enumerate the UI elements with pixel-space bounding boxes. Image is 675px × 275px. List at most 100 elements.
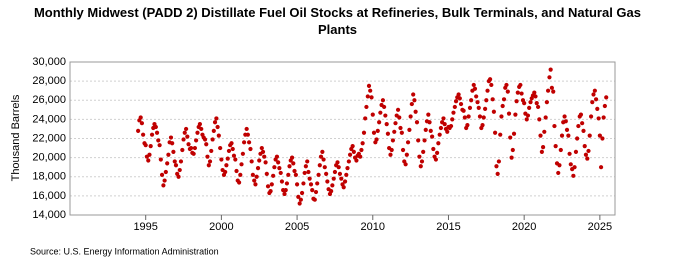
data-point xyxy=(205,154,210,159)
data-point xyxy=(332,169,338,175)
data-point xyxy=(602,103,607,109)
data-point xyxy=(254,174,259,179)
data-point xyxy=(284,181,290,186)
data-point xyxy=(384,122,389,127)
data-point xyxy=(416,138,421,143)
data-point xyxy=(139,121,145,126)
data-point xyxy=(255,166,261,171)
data-point xyxy=(282,191,287,197)
data-point xyxy=(476,105,481,110)
data-point xyxy=(551,89,556,94)
data-point xyxy=(149,132,155,137)
data-point xyxy=(496,159,501,164)
data-point xyxy=(504,82,509,88)
data-point xyxy=(237,180,242,185)
data-point xyxy=(519,91,524,96)
data-point xyxy=(178,159,184,164)
data-point xyxy=(559,133,565,138)
data-point xyxy=(514,99,519,104)
y-tick-label: 14,000 xyxy=(32,209,66,221)
data-point xyxy=(331,176,336,181)
data-point xyxy=(475,100,480,105)
data-point xyxy=(494,164,499,169)
data-point xyxy=(231,153,237,158)
data-point xyxy=(563,119,568,124)
data-point xyxy=(411,92,416,97)
data-point xyxy=(264,171,269,176)
data-point xyxy=(382,104,387,110)
y-tick-label: 24,000 xyxy=(32,113,66,125)
data-point xyxy=(211,128,216,133)
y-tick-label: 16,000 xyxy=(32,190,66,202)
data-point xyxy=(207,159,213,164)
data-point xyxy=(339,176,344,181)
data-point xyxy=(592,88,597,93)
data-point xyxy=(412,98,417,103)
data-point xyxy=(289,155,295,160)
data-point xyxy=(361,130,367,135)
data-point xyxy=(558,147,563,153)
data-point xyxy=(278,170,283,176)
data-point xyxy=(204,142,209,147)
data-point xyxy=(397,115,402,120)
data-point xyxy=(176,174,181,179)
data-point xyxy=(538,133,543,138)
data-point xyxy=(283,188,288,193)
data-point xyxy=(452,104,457,110)
data-point xyxy=(274,154,280,159)
data-point xyxy=(595,106,600,111)
data-point xyxy=(585,156,590,161)
data-point xyxy=(498,132,503,137)
data-point xyxy=(510,147,515,153)
data-point xyxy=(365,94,370,99)
data-point xyxy=(571,173,576,178)
data-point xyxy=(374,137,379,142)
data-point xyxy=(354,158,359,163)
data-point xyxy=(403,162,408,167)
data-point xyxy=(177,167,182,173)
data-point xyxy=(422,138,427,143)
data-point xyxy=(143,143,148,148)
data-point xyxy=(296,194,301,199)
x-tick-label: 2010 xyxy=(361,221,385,233)
data-point xyxy=(471,82,476,88)
data-point xyxy=(277,166,282,171)
data-point xyxy=(562,114,567,119)
data-point xyxy=(346,159,351,164)
data-point xyxy=(513,112,518,117)
data-point xyxy=(431,146,436,152)
data-point xyxy=(590,100,595,105)
x-tick-label: 2025 xyxy=(588,221,612,233)
data-point xyxy=(399,130,404,135)
data-point xyxy=(524,117,529,122)
data-point xyxy=(568,162,573,167)
data-point xyxy=(433,157,439,162)
data-point xyxy=(272,165,277,170)
data-point xyxy=(389,147,394,153)
chart-title: Monthly Midwest (PADD 2) Distillate Fuel… xyxy=(33,5,642,37)
data-point xyxy=(253,182,258,187)
data-point xyxy=(321,157,326,162)
data-point xyxy=(566,133,571,138)
data-point xyxy=(257,158,262,163)
data-point xyxy=(456,92,461,97)
data-point xyxy=(462,115,467,120)
data-point xyxy=(341,185,346,190)
data-point xyxy=(265,184,271,189)
data-point xyxy=(477,114,483,119)
data-point xyxy=(491,109,496,114)
data-point xyxy=(393,121,398,126)
data-point xyxy=(483,106,488,111)
data-point xyxy=(378,110,383,115)
y-tick-label: 18,000 xyxy=(32,171,66,183)
data-point xyxy=(511,131,517,136)
data-point xyxy=(437,132,442,137)
data-point xyxy=(404,152,409,157)
data-point xyxy=(315,181,320,186)
x-tick-label: 1995 xyxy=(133,221,157,233)
data-point xyxy=(544,100,549,105)
data-point xyxy=(588,114,594,119)
y-tick-label: 20,000 xyxy=(32,152,66,164)
data-point xyxy=(548,67,553,72)
